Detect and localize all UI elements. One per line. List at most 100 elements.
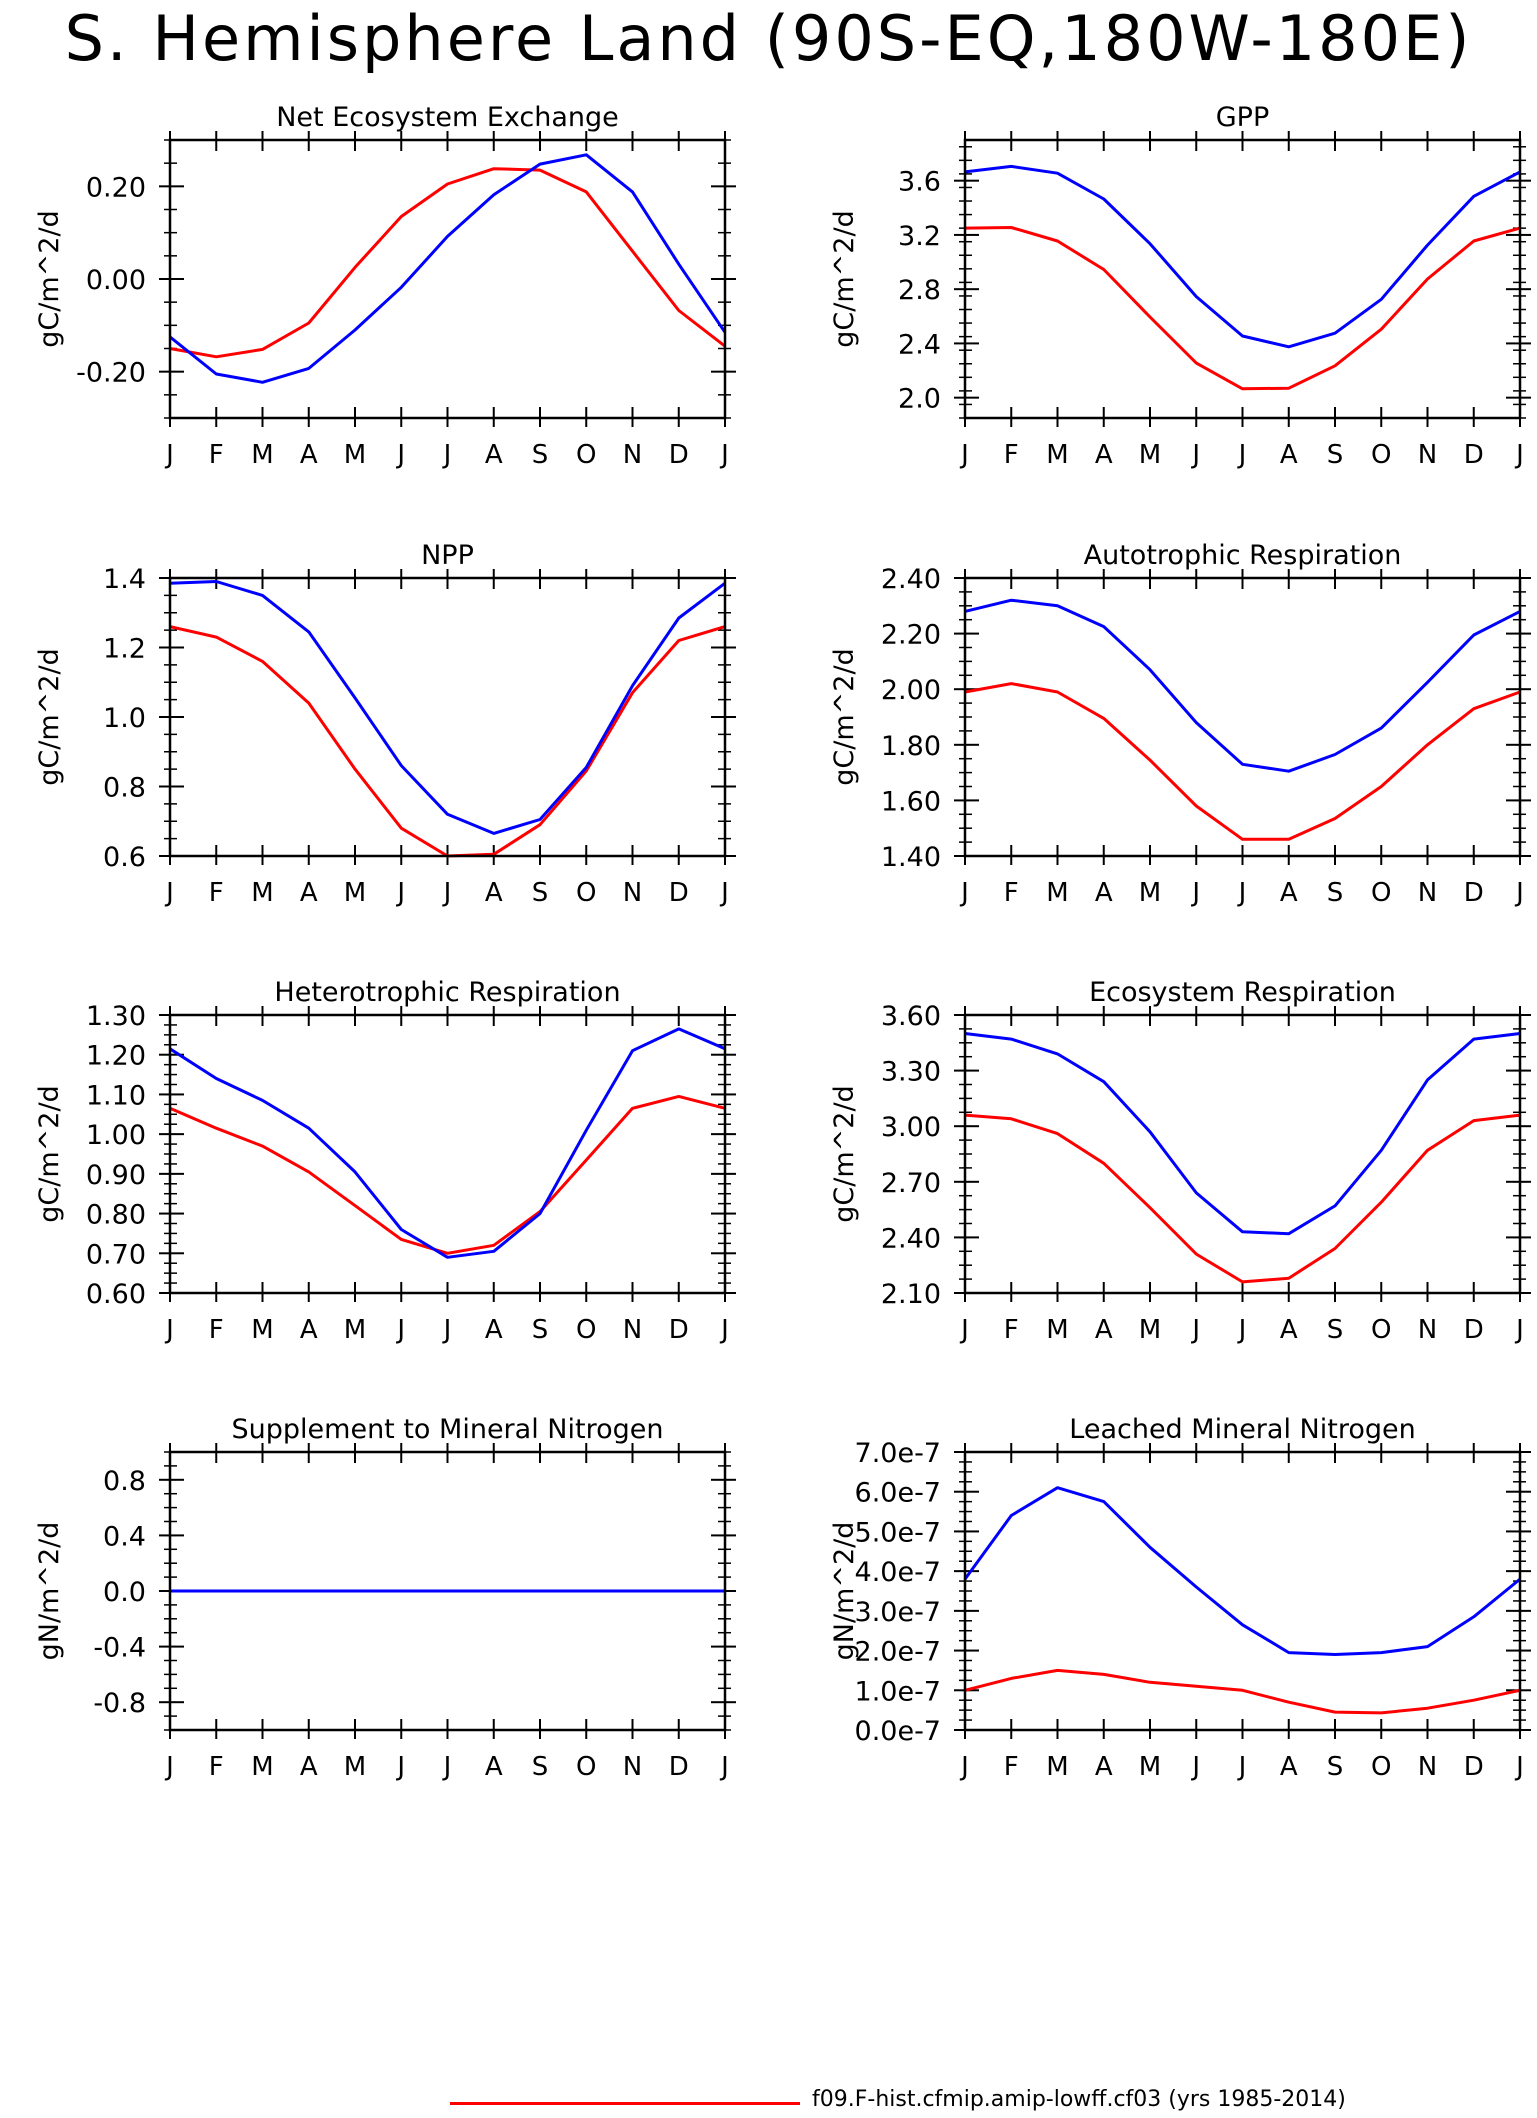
plot-frame xyxy=(168,576,727,858)
x-tick-label: S xyxy=(532,878,549,908)
x-tick-label: J xyxy=(719,1315,729,1345)
x-tick-label: S xyxy=(532,1752,549,1782)
y-tick-label: 2.8 xyxy=(898,275,941,306)
x-tick-label: J xyxy=(719,440,729,470)
x-tick-label: J xyxy=(395,440,405,470)
x-tick-label: O xyxy=(1371,1315,1391,1345)
y-tick-label: 2.70 xyxy=(881,1168,941,1199)
x-tick-label: D xyxy=(669,878,689,908)
y-tick-label: 3.2 xyxy=(898,221,941,252)
y-axis-label: gC/m^2/d xyxy=(34,648,65,785)
series-blue-line xyxy=(169,580,726,835)
x-tick-label: J xyxy=(164,1315,174,1345)
panel-title: Heterotrophic Respiration xyxy=(274,977,620,1008)
series-blue-line xyxy=(169,1027,726,1259)
x-tick-label: S xyxy=(1327,440,1344,470)
x-tick-label: D xyxy=(1464,1752,1484,1782)
x-tick-label: M xyxy=(344,440,366,470)
x-tick-label: S xyxy=(532,1315,549,1345)
x-tick-label: N xyxy=(1418,878,1437,908)
x-tick-label: J xyxy=(959,878,969,908)
y-axis-label: gN/m^2/d xyxy=(34,1522,65,1661)
y-tick-label: 2.4 xyxy=(898,329,941,360)
x-tick-label: J xyxy=(395,1315,405,1345)
y-tick-label: 1.0e-7 xyxy=(855,1676,941,1707)
y-tick-label: 0.00 xyxy=(86,265,146,296)
y-tick-label: 0.80 xyxy=(86,1200,146,1231)
x-tick-label: F xyxy=(209,1315,224,1345)
plot-frame xyxy=(168,138,727,420)
y-tick-label: 2.00 xyxy=(881,675,941,706)
x-tick-label: D xyxy=(669,1315,689,1345)
plot-frame xyxy=(168,1450,727,1732)
x-tick-label: J xyxy=(1237,440,1247,470)
panel-title: Ecosystem Respiration xyxy=(1089,977,1396,1008)
x-tick-label: A xyxy=(300,1315,318,1345)
x-tick-label: J xyxy=(164,440,174,470)
y-tick-label: 5.0e-7 xyxy=(855,1517,941,1548)
y-tick-label: 3.0e-7 xyxy=(855,1597,941,1628)
x-tick-label: F xyxy=(209,1752,224,1782)
y-tick-label: 2.40 xyxy=(881,564,941,595)
x-tick-label: J xyxy=(164,1752,174,1782)
series-red-line xyxy=(169,1094,726,1255)
legend-red-line xyxy=(450,2102,800,2105)
series-red-line xyxy=(964,1668,1521,1715)
y-tick-label: 1.00 xyxy=(86,1120,146,1151)
x-tick-label: M xyxy=(251,440,273,470)
x-tick-label: M xyxy=(251,878,273,908)
x-tick-label: F xyxy=(1004,1752,1019,1782)
series-red-line xyxy=(964,226,1521,391)
series-blue-line xyxy=(964,164,1521,349)
x-tick-label: M xyxy=(344,878,366,908)
plot-frame xyxy=(963,1450,1522,1732)
series-blue-line xyxy=(964,598,1521,773)
x-tick-label: M xyxy=(344,1752,366,1782)
x-tick-label: J xyxy=(1514,1315,1524,1345)
y-tick-label: 1.60 xyxy=(881,786,941,817)
y-tick-label: 0.0 xyxy=(103,1577,146,1608)
x-tick-label: N xyxy=(623,878,642,908)
x-tick-label: N xyxy=(623,1315,642,1345)
y-tick-label: 3.30 xyxy=(881,1057,941,1088)
x-tick-label: A xyxy=(1280,878,1298,908)
x-tick-label: M xyxy=(1139,1315,1161,1345)
y-tick-label: 1.10 xyxy=(86,1080,146,1111)
y-tick-label: -0.20 xyxy=(76,358,146,389)
y-tick-label: 2.0e-7 xyxy=(855,1637,941,1668)
x-tick-label: J xyxy=(1514,440,1524,470)
y-tick-label: -0.8 xyxy=(93,1688,146,1719)
x-tick-label: J xyxy=(1190,1315,1200,1345)
y-tick-label: 0.8 xyxy=(103,773,146,804)
y-tick-label: 3.00 xyxy=(881,1112,941,1143)
x-tick-label: A xyxy=(1095,1315,1113,1345)
x-tick-label: F xyxy=(1004,440,1019,470)
x-tick-label: A xyxy=(300,1752,318,1782)
y-tick-label: 0.70 xyxy=(86,1239,146,1270)
x-tick-label: N xyxy=(1418,1752,1437,1782)
y-tick-label: 1.0 xyxy=(103,703,146,734)
x-tick-label: D xyxy=(1464,878,1484,908)
x-tick-label: N xyxy=(623,1752,642,1782)
x-tick-label: S xyxy=(1327,1752,1344,1782)
x-tick-label: A xyxy=(1280,440,1298,470)
y-tick-label: -0.4 xyxy=(93,1633,146,1664)
x-tick-label: S xyxy=(1327,1315,1344,1345)
x-tick-label: J xyxy=(959,1752,969,1782)
series-red-line xyxy=(169,625,726,858)
x-tick-label: O xyxy=(576,440,596,470)
plot-frame xyxy=(963,576,1522,858)
x-tick-label: A xyxy=(485,1315,503,1345)
x-tick-label: S xyxy=(532,440,549,470)
series-blue-line xyxy=(963,1486,1521,1656)
panel-7: Supplement to Mineral Nitrogen gN/m^2/d J F… xyxy=(34,1414,736,1782)
x-tick-label: F xyxy=(1004,878,1019,908)
y-tick-label: 2.0 xyxy=(898,384,941,415)
x-tick-label: J xyxy=(959,440,969,470)
x-tick-label: J xyxy=(1237,1315,1247,1345)
y-tick-label: 2.10 xyxy=(881,1279,941,1310)
